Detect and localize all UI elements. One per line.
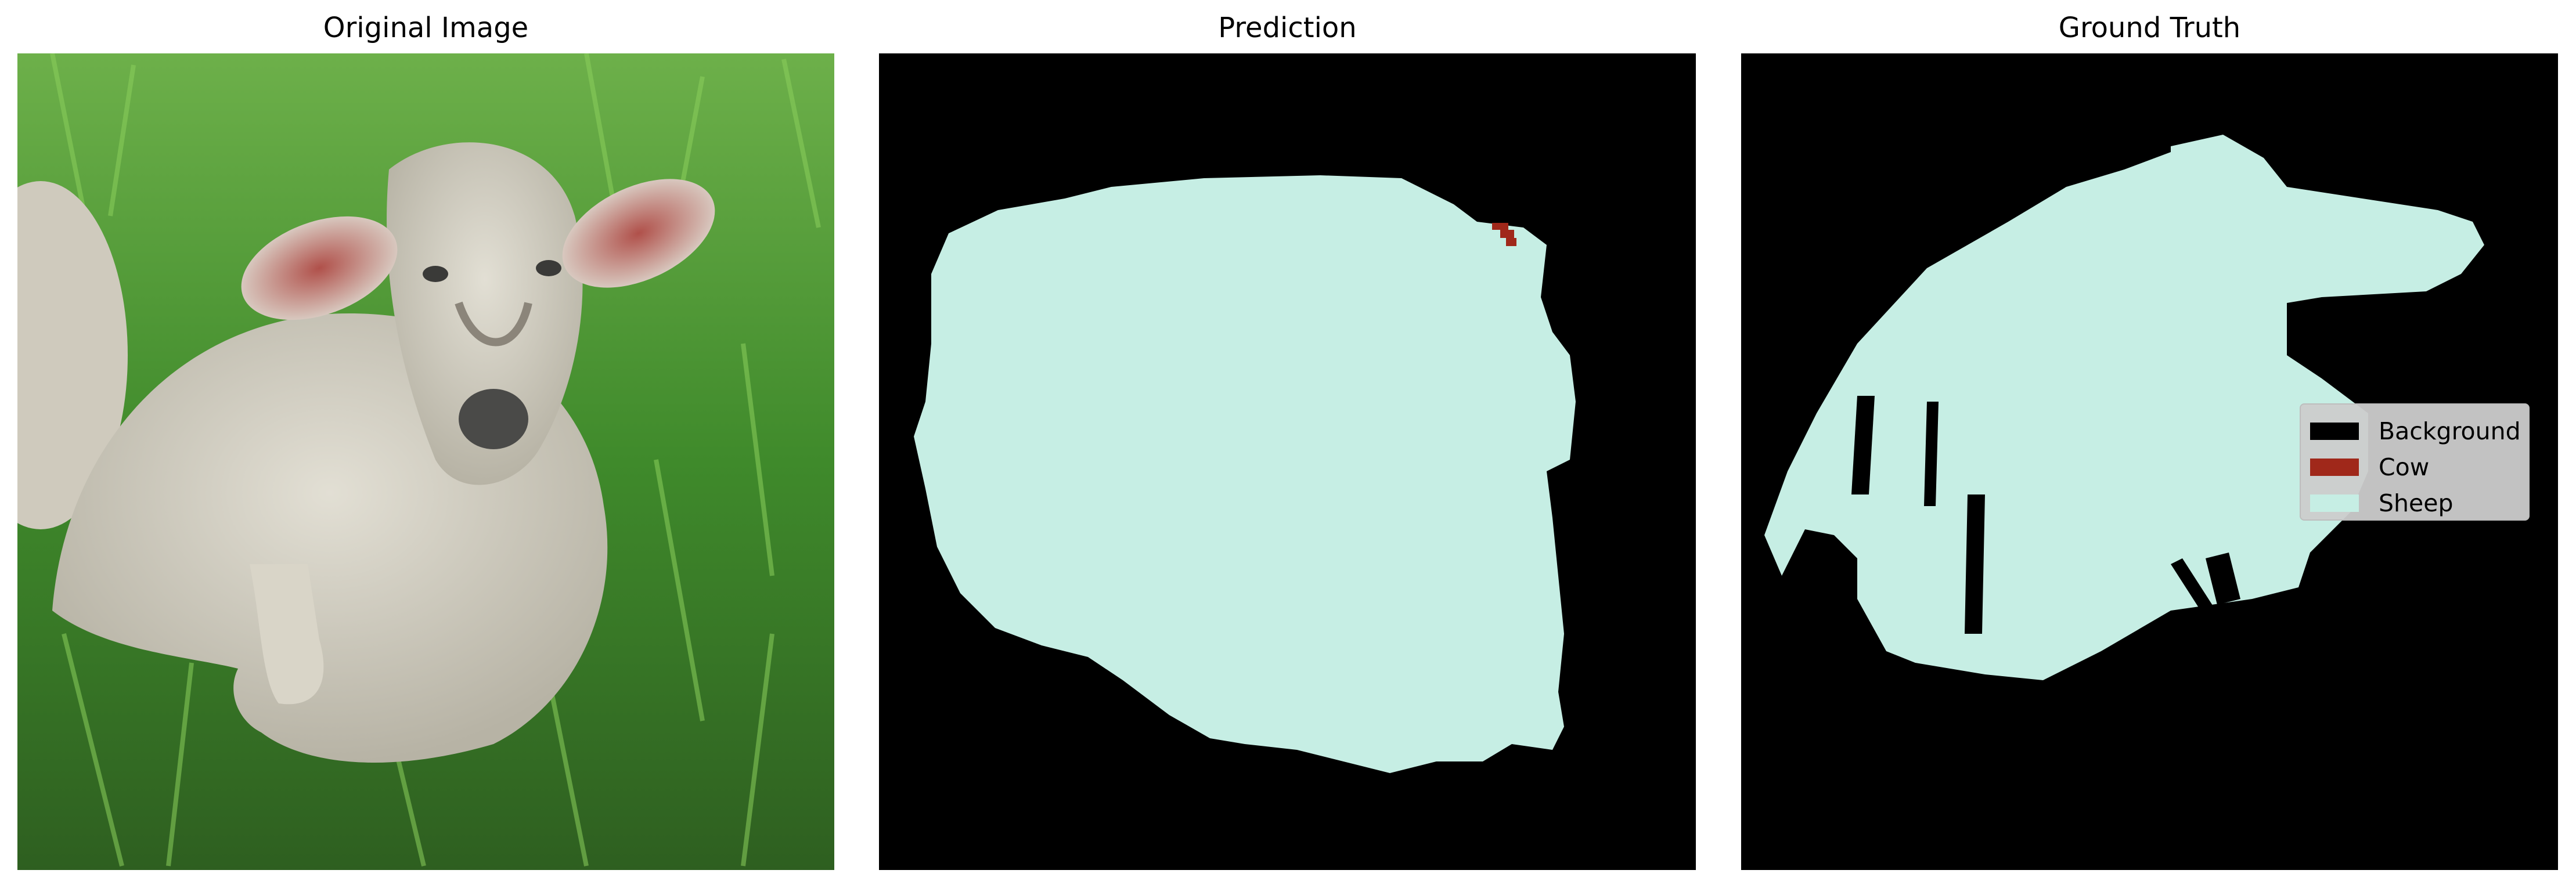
sheep-swatch (2310, 494, 2359, 512)
prediction-cow-region (1492, 223, 1516, 246)
ground-truth-sheep-region (1764, 135, 2484, 680)
panel-title-ground-truth: Ground Truth (2058, 12, 2241, 44)
panel-title-original: Original Image (323, 12, 529, 44)
legend-label-sheep: Sheep (2379, 489, 2453, 517)
legend-item-cow: Cow (2310, 452, 2429, 482)
panel-title-prediction: Prediction (1218, 12, 1357, 44)
cow-swatch (2310, 459, 2359, 476)
background-swatch (2310, 423, 2359, 440)
legend-label-cow: Cow (2379, 453, 2430, 481)
prediction-sheep-region (914, 175, 1576, 773)
legend-item-sheep: Sheep (2310, 488, 2453, 518)
prediction-mask (879, 53, 1696, 870)
original-image (17, 53, 834, 870)
legend-item-background: Background (2310, 416, 2521, 446)
legend: Background Cow Sheep (2300, 403, 2530, 521)
legend-label-background: Background (2379, 417, 2521, 445)
